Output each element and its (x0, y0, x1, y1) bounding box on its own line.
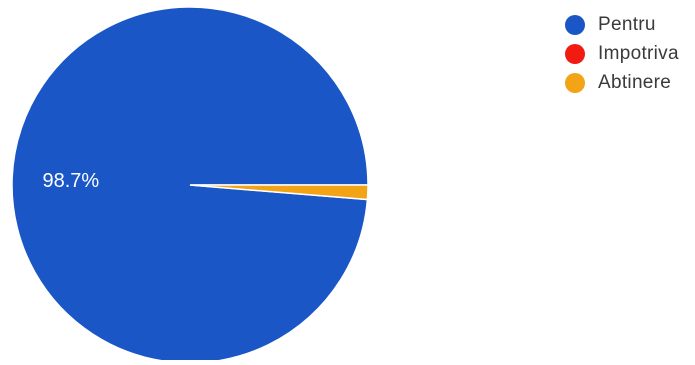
legend-label-abtinere: Abtinere (598, 71, 672, 93)
pie-slices (11, 6, 369, 364)
data-label-pentru: 98.7% (42, 170, 99, 192)
legend-swatch-abtinere (565, 72, 585, 93)
legend-swatch-pentru (565, 14, 585, 35)
legend-item-pentru[interactable]: Pentru (565, 10, 679, 39)
legend: Pentru Impotriva Abtinere (565, 10, 679, 97)
pie-data-labels: 98.7% (42, 170, 99, 192)
legend-swatch-impotriva (565, 43, 585, 64)
legend-label-pentru: Pentru (598, 13, 656, 35)
pie-slice-abtinere[interactable] (189, 184, 369, 201)
legend-item-abtinere[interactable]: Abtinere (565, 68, 679, 97)
legend-item-impotriva[interactable]: Impotriva (565, 39, 679, 68)
legend-label-impotriva: Impotriva (598, 42, 679, 64)
